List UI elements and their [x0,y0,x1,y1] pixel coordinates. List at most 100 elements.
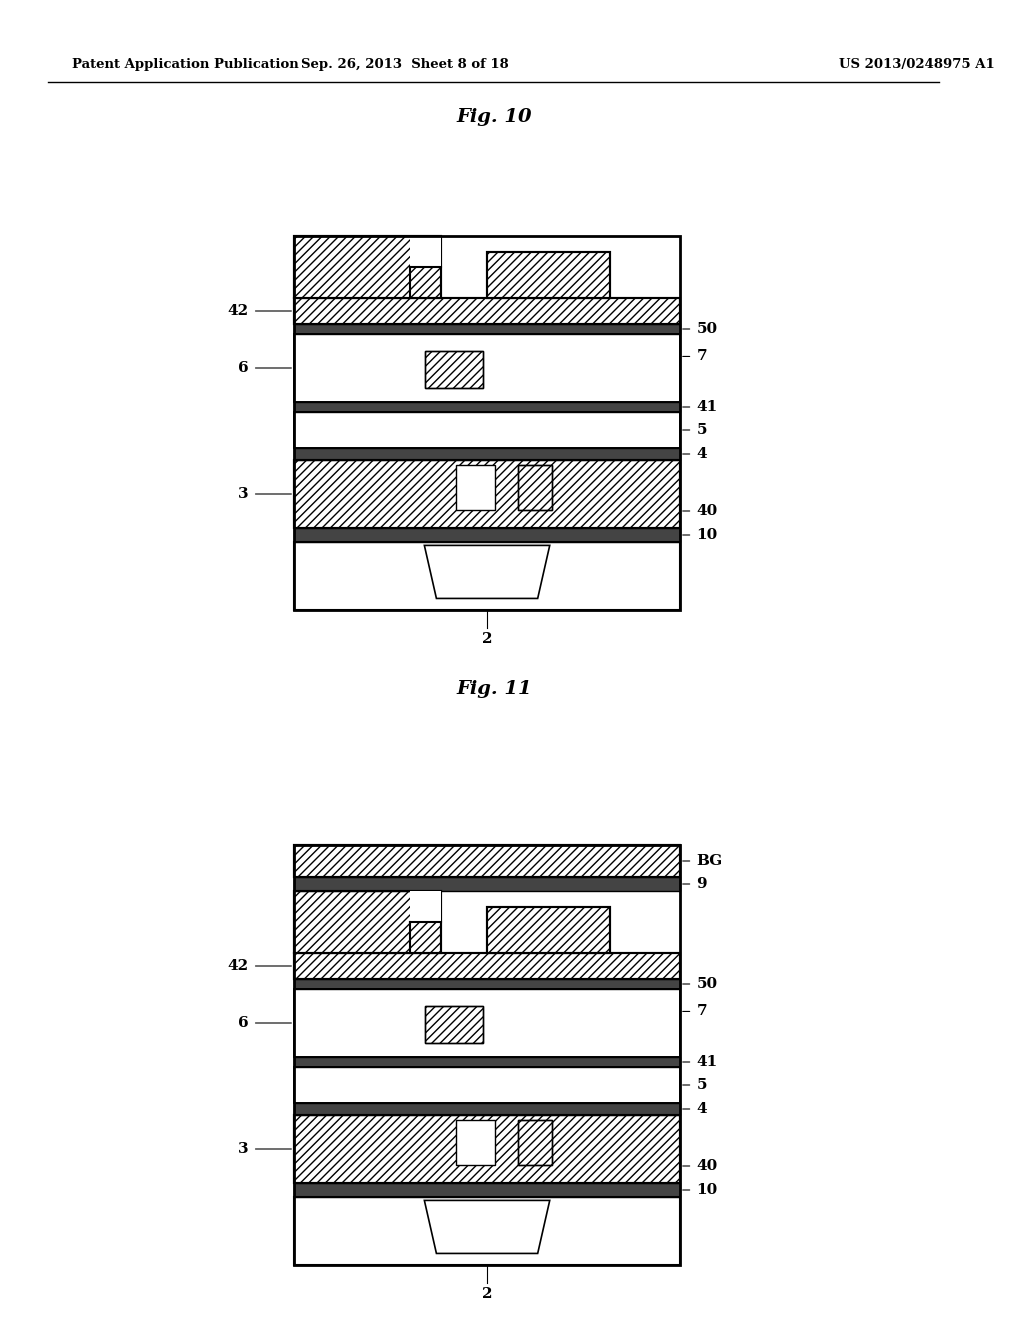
Text: 40: 40 [696,1159,718,1173]
Bar [518,1121,552,1164]
Text: 3: 3 [239,1142,249,1156]
Bar [294,891,440,953]
Text: 10: 10 [696,1183,718,1197]
Bar [294,1104,680,1115]
Bar [518,466,552,510]
Bar [294,876,680,891]
Bar [294,298,680,323]
Bar [425,351,483,388]
Bar [294,1197,680,1265]
Bar [294,334,680,403]
Bar [294,979,680,989]
Bar [518,466,552,510]
Text: 41: 41 [696,400,718,414]
Bar [294,528,680,543]
Bar [294,403,680,412]
Bar [294,953,680,979]
Bar [294,298,680,323]
Bar [294,1115,680,1183]
Text: 5: 5 [696,422,707,437]
Bar [294,989,680,1057]
Bar [487,907,610,953]
Bar [456,1121,495,1164]
Text: 41: 41 [696,1055,718,1069]
Bar [410,891,440,921]
Bar [456,466,495,510]
Bar [456,466,495,510]
Bar [294,1115,680,1183]
Bar [518,1121,552,1164]
Bar [487,907,610,953]
Text: 2: 2 [482,632,493,645]
Bar [294,1197,680,1265]
Text: 5: 5 [696,1078,707,1092]
Bar [425,1006,483,1043]
Bar [425,351,483,388]
Bar [294,236,440,298]
Bar [294,845,680,1265]
Bar [294,412,680,447]
Bar [294,236,680,610]
Bar [487,907,610,953]
Bar [294,989,680,1057]
Text: 42: 42 [227,304,249,318]
Bar [294,447,680,459]
Text: Fig. 11: Fig. 11 [456,680,531,698]
Bar [294,236,440,298]
Text: 50: 50 [696,322,718,337]
Bar [294,979,680,989]
Bar [294,459,680,528]
Text: 9: 9 [696,876,707,891]
Bar [294,543,680,610]
Text: 6: 6 [239,1016,249,1030]
Text: 7: 7 [696,350,707,363]
Bar [294,528,680,543]
Bar [294,989,680,1057]
Text: Sep. 26, 2013  Sheet 8 of 18: Sep. 26, 2013 Sheet 8 of 18 [301,58,509,71]
Bar [294,891,440,953]
Bar [294,891,440,953]
Text: 6: 6 [239,360,249,375]
Bar [425,351,483,388]
Text: Fig. 10: Fig. 10 [456,108,531,125]
Bar [294,236,440,298]
Text: 7: 7 [696,1005,707,1019]
Bar [294,1183,680,1197]
Bar [294,845,680,876]
Text: US 2013/0248975 A1: US 2013/0248975 A1 [839,58,995,71]
Bar [294,323,680,334]
Bar [294,334,680,403]
Text: BG: BG [696,854,723,869]
Bar [294,403,680,412]
Bar [294,412,680,447]
Text: 42: 42 [227,960,249,973]
Text: 4: 4 [696,1102,707,1115]
Bar [294,845,680,876]
Bar [410,236,440,267]
Bar [294,323,680,334]
Text: 10: 10 [696,528,718,543]
Bar [294,298,680,323]
Bar [294,953,680,979]
Bar [294,1057,680,1067]
Bar [425,1006,483,1043]
Bar [294,1183,680,1197]
Bar [487,252,610,298]
Bar [294,1115,680,1183]
Bar [294,334,680,403]
Bar [294,1067,680,1104]
Bar [487,252,610,298]
Bar [294,543,680,610]
Bar [294,412,680,447]
Bar [294,447,680,459]
Text: 2: 2 [482,1287,493,1302]
Text: Patent Application Publication: Patent Application Publication [73,58,299,71]
Bar [294,459,680,528]
Text: 3: 3 [239,487,249,502]
Bar [518,1121,552,1164]
Bar [294,1067,680,1104]
Polygon shape [424,1200,550,1254]
Text: 40: 40 [696,504,718,517]
Bar [294,845,680,1265]
Text: 50: 50 [696,977,718,991]
